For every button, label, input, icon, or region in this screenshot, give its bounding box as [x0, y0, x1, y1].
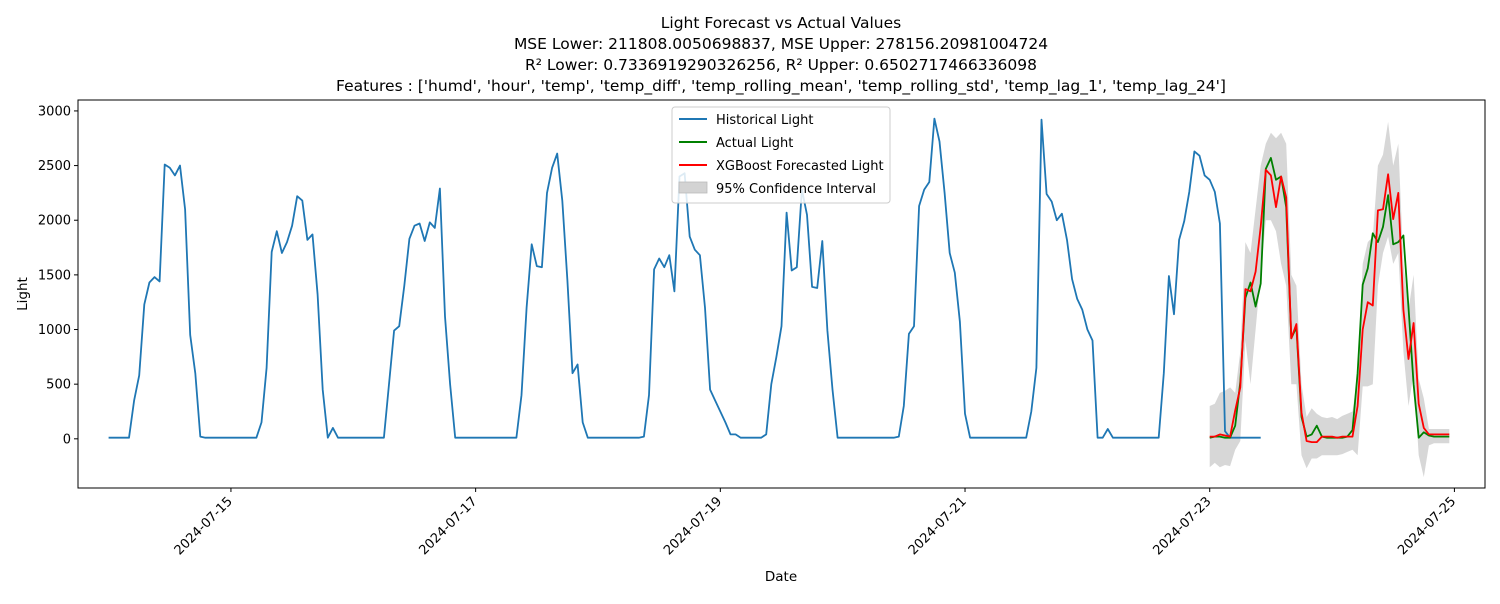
y-tick-label: 1500 — [38, 268, 71, 283]
x-tick-label: 2024-07-17 — [416, 494, 480, 558]
series-line-xgboost-forecasted-light — [1209, 168, 1450, 444]
x-tick-label: 2024-07-21 — [906, 494, 970, 558]
legend: Historical Light Actual Light XGBoost Fo… — [671, 106, 891, 204]
legend-box — [671, 106, 891, 204]
x-tick-label: 2024-07-19 — [661, 494, 725, 558]
y-tick-label: 2000 — [38, 214, 71, 229]
chart-title: Light Forecast vs Actual Values MSE Lowe… — [336, 14, 1226, 96]
title-line-1: Light Forecast vs Actual Values — [661, 14, 901, 32]
legend-label-forecast: XGBoost Forecasted Light — [716, 159, 884, 174]
title-line-3: R² Lower: 0.7336919290326256, R² Upper: … — [525, 56, 1037, 74]
x-tick-label: 2024-07-15 — [172, 494, 236, 558]
legend-swatch-confidence — [678, 181, 708, 194]
legend-label-confidence: 95% Confidence Interval — [716, 182, 876, 197]
title-line-4: Features : ['humd', 'hour', 'temp', 'tem… — [336, 77, 1226, 96]
y-tick-label: 1000 — [38, 323, 71, 338]
series-line-actual-light — [1209, 156, 1450, 439]
x-tick-label: 2024-07-23 — [1151, 494, 1215, 558]
x-axis-label: Date — [765, 569, 797, 585]
legend-label-historical: Historical Light — [716, 113, 813, 128]
y-tick-label: 500 — [46, 378, 71, 393]
y-axis: 0 500 1000 1500 2000 2500 3000 — [38, 104, 78, 447]
y-tick-label: 2500 — [38, 159, 71, 174]
plot-area-frame — [77, 99, 1486, 489]
title-line-2: MSE Lower: 211808.0050698837, MSE Upper:… — [514, 35, 1048, 53]
y-axis-label: Light — [15, 277, 31, 311]
y-tick-label: 0 — [63, 432, 71, 447]
x-tick-label: 2024-07-25 — [1395, 494, 1459, 558]
y-tick-label: 3000 — [38, 104, 71, 119]
legend-label-actual: Actual Light — [716, 136, 793, 151]
x-axis: 2024-07-15 2024-07-17 2024-07-19 2024-07-21… — [172, 488, 1459, 558]
